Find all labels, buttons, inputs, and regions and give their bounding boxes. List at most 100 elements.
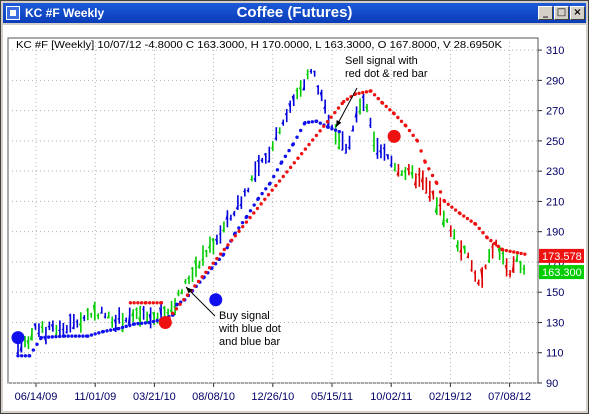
stop-dot	[277, 179, 282, 183]
stop-dot	[93, 332, 97, 336]
price-chart[interactable]: 3102902702502302101901701501301109006/14…	[3, 25, 586, 411]
stop-dot	[492, 241, 497, 246]
stop-dot	[333, 128, 338, 132]
price-tick	[40, 326, 44, 330]
x-tick-label: 07/08/12	[488, 391, 531, 403]
price-tick	[385, 153, 389, 160]
stop-dot	[151, 301, 156, 305]
stop-dot	[263, 197, 267, 201]
stop-dot	[182, 297, 186, 302]
app-icon[interactable]	[6, 6, 20, 20]
price-tick	[26, 340, 30, 348]
sell-annotation-line: Sell signal with	[345, 55, 418, 67]
stop-dot	[438, 190, 443, 194]
ohlc-header: KC #F [Weekly] 10/07/12 -4.8000 C 163.30…	[16, 40, 502, 51]
sell-annotation-line: red dot & red bar	[345, 68, 428, 80]
y-tick-label: 250	[546, 136, 564, 148]
last-price-box	[539, 265, 584, 280]
price-tick	[250, 178, 253, 181]
stop-dot	[175, 302, 179, 307]
stop-dot	[450, 205, 454, 209]
stop-dot	[233, 231, 237, 235]
stop-dot	[299, 151, 304, 156]
stop-dot	[337, 129, 341, 134]
stop-dot	[415, 139, 420, 143]
stop-dot	[274, 183, 278, 188]
price-tick	[253, 178, 257, 183]
price-tick	[354, 108, 358, 118]
stop-dot	[120, 325, 125, 330]
price-tick	[434, 199, 438, 213]
stop-dot	[404, 124, 408, 128]
price-tick	[358, 109, 361, 113]
stop-dot	[221, 252, 226, 257]
price-tick	[110, 321, 113, 324]
price-tick	[256, 160, 260, 165]
stop-dot	[255, 206, 260, 211]
x-tick-label: 08/08/10	[192, 391, 235, 403]
y-tick-label: 210	[546, 196, 564, 208]
stop-dot	[108, 328, 113, 332]
stop-dot	[128, 301, 133, 305]
price-tick	[222, 228, 225, 232]
price-tick	[211, 238, 215, 245]
price-tick	[347, 145, 351, 149]
stop-dot	[237, 229, 241, 233]
stop-dot	[392, 111, 396, 116]
chart-area[interactable]: 310 290 270 250 230 210 190 170 150 130 110 90 06/14…	[3, 25, 586, 411]
stop-dot	[259, 202, 263, 206]
x-tick-label: 05/15/11	[311, 391, 353, 403]
stop-dot	[211, 261, 215, 265]
title-bar[interactable]: KC #F Weekly Coffee (Futures) _ □ ×	[3, 3, 586, 23]
price-tick	[295, 89, 298, 92]
price-tick	[501, 251, 504, 255]
stop-dot	[523, 252, 527, 256]
stop-dot	[46, 335, 51, 339]
stop-dot	[252, 203, 256, 207]
price-tick	[462, 245, 466, 254]
stop-dot	[128, 323, 132, 327]
maximize-button[interactable]: □	[554, 6, 569, 20]
close-button[interactable]: ×	[570, 6, 585, 20]
price-tick	[239, 202, 243, 207]
price-tick	[522, 268, 525, 270]
stop-dot	[89, 333, 94, 337]
stop-dot	[57, 334, 62, 339]
price-tick	[134, 308, 138, 311]
price-tick	[82, 315, 86, 319]
stop-dot	[442, 199, 447, 204]
price-tick	[92, 304, 96, 318]
stop-dot	[70, 334, 74, 338]
stop-dot	[489, 238, 493, 243]
stop-dot	[325, 120, 330, 124]
stop-dot	[86, 334, 90, 338]
stop-dot	[256, 196, 261, 201]
minimize-button[interactable]: _	[538, 6, 553, 20]
price-tick	[312, 70, 316, 73]
x-tick-label: 11/01/09	[74, 391, 116, 403]
stop-dot	[314, 133, 319, 138]
stop-dot	[139, 301, 144, 305]
stop-dot	[19, 354, 24, 358]
stop-dot	[281, 174, 285, 179]
stop-dot	[481, 231, 485, 235]
price-tick	[78, 320, 82, 326]
price-tick	[396, 167, 400, 176]
stop-dot	[171, 311, 175, 316]
price-tick	[29, 328, 33, 341]
stop-dot	[225, 245, 229, 250]
stop-dot	[132, 301, 136, 305]
price-tick	[368, 124, 372, 126]
price-tick	[277, 131, 281, 134]
stop-dot	[155, 318, 159, 323]
price-tick	[201, 258, 204, 261]
stop-dot	[295, 135, 299, 139]
price-tick	[382, 147, 386, 150]
stop-dot	[132, 322, 137, 326]
price-tick	[337, 146, 340, 150]
stop-dot	[419, 149, 423, 153]
stop-dot	[148, 320, 152, 325]
price-tick	[511, 258, 515, 273]
stop-dot	[159, 301, 164, 305]
